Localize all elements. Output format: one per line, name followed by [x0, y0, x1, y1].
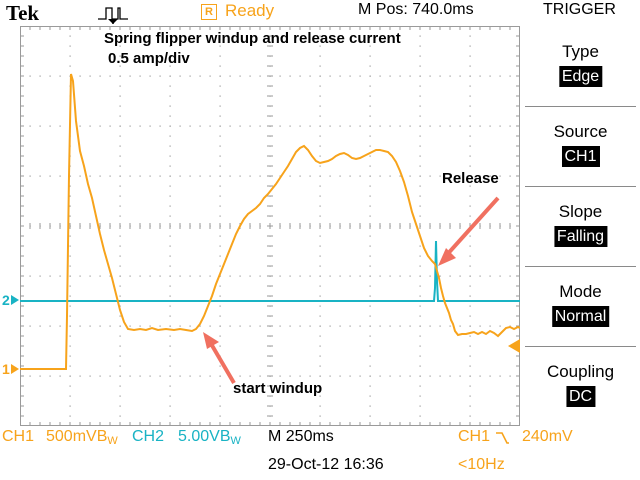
- ch1-label: CH1: [2, 428, 35, 445]
- ch2-trace: [20, 240, 520, 302]
- release-arrow: [438, 196, 500, 266]
- trigger-level-readout: 240mV: [522, 428, 573, 445]
- menu-item-value: Falling: [553, 226, 608, 247]
- trigger-status: Ready: [225, 1, 275, 20]
- ch2-ground-marker: 2: [2, 292, 10, 308]
- plot-title-line1: Spring flipper windup and release curren…: [104, 30, 401, 47]
- graticule: [20, 26, 520, 426]
- ch1-ground-marker: 1: [2, 361, 10, 377]
- menu-item-value: Edge: [558, 66, 603, 87]
- start-windup-arrow: [203, 332, 236, 385]
- menu-item-label: Type: [562, 42, 599, 61]
- trigger-source-readout: CH1: [458, 428, 491, 445]
- menu-item-type[interactable]: Type Edge: [521, 26, 640, 106]
- menu-item-slope[interactable]: Slope Falling: [521, 186, 640, 266]
- menu-item-label: Source: [553, 122, 608, 141]
- menu-item-label: Mode: [559, 282, 602, 301]
- ch2-label: CH2: [132, 428, 165, 445]
- menu-divider: [525, 186, 636, 187]
- waveform-display: Spring flipper windup and release curren…: [20, 26, 520, 426]
- trigger-menu: Type Edge Source CH1 Slope Falling Mode …: [521, 26, 640, 426]
- timebase-readout: M 250ms: [268, 428, 334, 445]
- datetime-readout: 29-Oct-12 16:36: [268, 456, 384, 473]
- start-windup-annotation: start windup: [233, 380, 323, 397]
- ch1-scale: 500mVBW: [46, 428, 118, 447]
- ch1-trace: [20, 73, 520, 370]
- menu-item-coupling[interactable]: Coupling DC: [521, 346, 640, 426]
- menu-divider: [525, 106, 636, 107]
- menu-item-value: DC: [565, 386, 596, 407]
- menu-item-source[interactable]: Source CH1: [521, 106, 640, 186]
- waveform-layer: [20, 73, 520, 385]
- ch2-scale: 5.00VBW: [178, 428, 241, 447]
- menu-divider: [525, 266, 636, 267]
- ch2-marker-arrow-icon: [11, 295, 19, 305]
- menu-item-mode[interactable]: Mode Normal: [521, 266, 640, 346]
- trigger-ready-icon: R: [201, 4, 217, 20]
- menu-title: TRIGGER: [543, 1, 616, 18]
- falling-slope-icon: [496, 432, 509, 444]
- brand-logo: Tek: [6, 1, 40, 25]
- menu-item-value: CH1: [561, 146, 600, 167]
- ch1-marker-arrow-icon: [11, 364, 19, 374]
- frequency-readout: <10Hz: [458, 456, 505, 473]
- menu-item-value: Normal: [551, 306, 610, 327]
- plot-title-line2: 0.5 amp/div: [108, 50, 190, 67]
- horizontal-position-readout: M Pos: 740.0ms: [358, 1, 474, 18]
- release-annotation: Release: [442, 170, 499, 187]
- menu-divider: [525, 346, 636, 347]
- menu-item-label: Coupling: [546, 362, 615, 381]
- trigger-position-icon: [98, 7, 128, 24]
- menu-item-label: Slope: [558, 202, 603, 221]
- trigger-level-marker: [508, 339, 520, 353]
